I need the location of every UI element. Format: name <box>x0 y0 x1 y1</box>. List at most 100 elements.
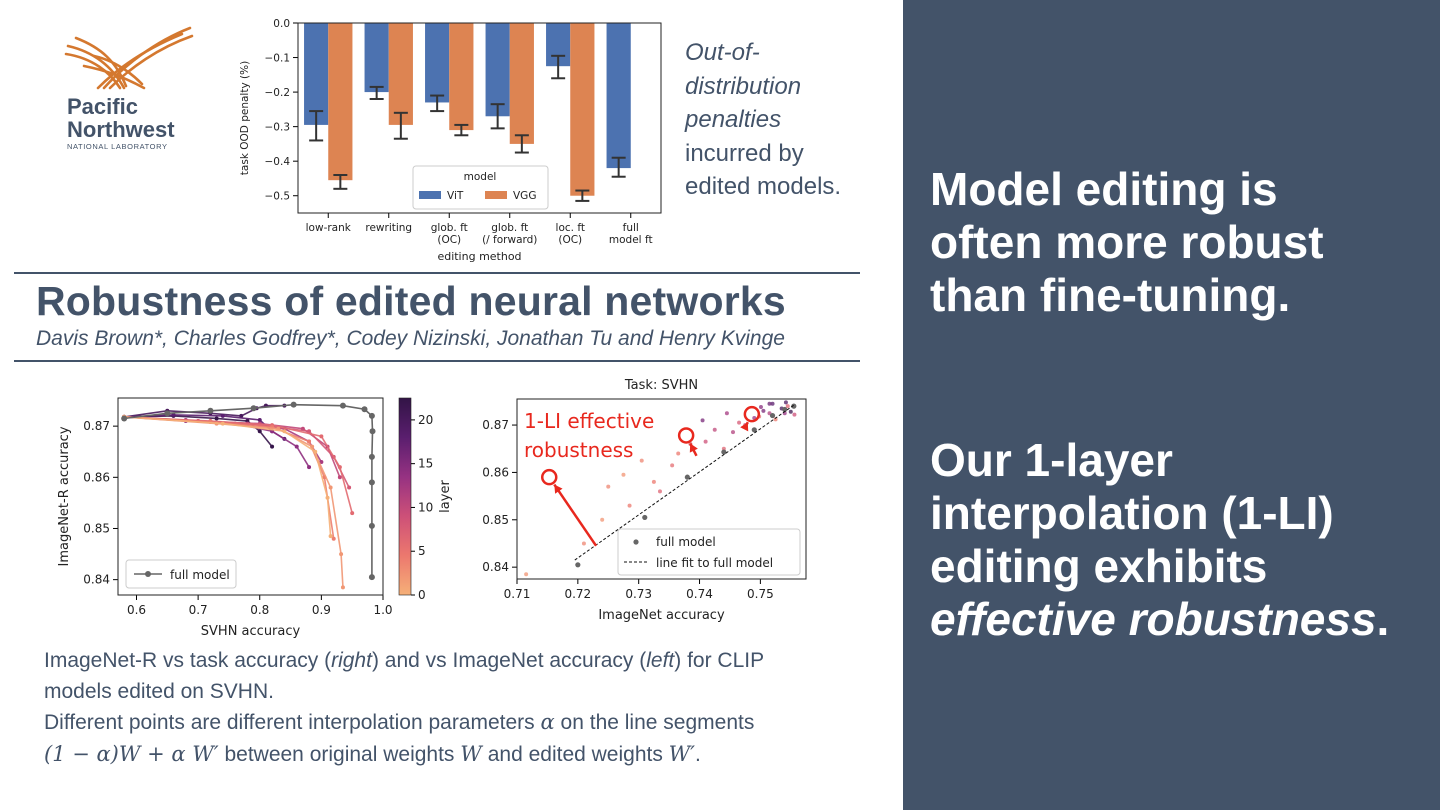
edit-point <box>307 439 312 444</box>
y-tick-label: −0.2 <box>265 87 291 99</box>
ood-caption-line-5: edited models. <box>685 173 842 200</box>
edit-point <box>524 572 529 577</box>
x-tick-label: 0.9 <box>312 603 331 617</box>
x-tick-label: 0.75 <box>747 587 774 601</box>
colorbar <box>398 397 412 596</box>
edit-point <box>313 449 318 454</box>
bar-vit <box>364 23 389 93</box>
ood-caption-line-4: incurred by <box>685 139 804 167</box>
x-tick-label: 0.8 <box>250 603 269 617</box>
bar-vit <box>606 23 631 169</box>
y-tick-label: 0.86 <box>482 465 509 479</box>
colorbar-tick-label: 5 <box>418 544 426 558</box>
edit-point <box>347 485 352 490</box>
y-tick-label: 0.86 <box>83 470 110 484</box>
full-model-point <box>368 574 375 581</box>
annotation-arrowhead <box>554 484 563 494</box>
legend-label-fit: line fit to full model <box>656 556 773 570</box>
edit-point <box>737 420 742 425</box>
bar-vit <box>304 23 329 125</box>
x-tick-label: glob. ft <box>431 222 468 234</box>
edit-point <box>657 489 662 494</box>
bar-vgg <box>328 23 353 181</box>
edit-point <box>783 400 788 405</box>
full-model-point <box>642 514 648 521</box>
edit-point <box>350 511 355 516</box>
edit-point <box>606 484 611 489</box>
edit-curve-layer-6 <box>124 416 353 514</box>
full-model-point <box>207 407 214 414</box>
x-tick-label: 0.74 <box>686 587 713 601</box>
caption-line-3: Different points are different interpola… <box>44 710 755 734</box>
full-model-point <box>575 562 581 568</box>
full-model-point <box>684 474 690 480</box>
x-tick-label: 0.72 <box>564 587 591 601</box>
y-axis-label: ImageNet-R accuracy <box>57 426 72 566</box>
bar-vit <box>425 23 450 103</box>
full-model-point <box>164 410 171 417</box>
full-model-point <box>368 453 375 460</box>
logo-line1: Pacific <box>67 94 138 119</box>
edit-point <box>310 444 315 449</box>
legend-label: full model <box>170 568 230 582</box>
y-tick-label: 0.84 <box>482 560 509 574</box>
edit-point <box>676 451 681 456</box>
edit-point <box>773 417 778 422</box>
edit-point <box>639 458 644 463</box>
edit-point <box>651 479 656 484</box>
edit-point <box>761 408 766 413</box>
edit-point <box>788 409 793 414</box>
title-top-rule <box>14 272 860 274</box>
headline-1: Model editing is often more robust than … <box>930 163 1324 321</box>
edit-point <box>220 421 225 426</box>
edit-point <box>703 439 708 444</box>
right-panel: Model editing is often more robust than … <box>903 0 1440 810</box>
edit-point <box>307 429 312 434</box>
colorbar-tick-label: 0 <box>418 588 426 602</box>
figure-caption: ImageNet-R vs task accuracy (right) and … <box>44 646 764 770</box>
full-model-point <box>369 428 376 435</box>
edit-point <box>214 416 219 421</box>
full-model-point <box>769 412 776 419</box>
edit-point <box>627 503 632 508</box>
annotation-arrowhead <box>689 443 698 453</box>
edit-point <box>220 413 225 418</box>
plot-frame <box>117 397 384 596</box>
edit-point <box>700 418 705 423</box>
edit-point <box>325 495 330 500</box>
y-tick-label: 0.84 <box>83 573 110 587</box>
legend-box <box>412 165 549 210</box>
full-model-point <box>791 403 797 409</box>
annotation-arrowhead <box>740 422 749 432</box>
title-bottom-rule <box>14 360 860 362</box>
edit-point <box>337 465 342 470</box>
edit-point <box>328 534 333 539</box>
edit-point <box>328 485 333 490</box>
colorbar-tick-label: 15 <box>418 457 433 471</box>
edit-point <box>171 412 176 417</box>
bar-vgg <box>388 23 413 125</box>
full-model-point <box>121 415 128 422</box>
ood-caption-italic-2: distribution <box>685 72 802 100</box>
legend-marker <box>145 571 151 577</box>
highlight-circle <box>677 427 695 444</box>
page-title: Robustness of edited neural networks <box>36 278 786 324</box>
ood-penalty-bar-chart: 0.0 −0.1 −0.2 −0.3 −0.4 −0.5 low-rank rewriting… <box>239 18 662 263</box>
logo-line3: NATIONAL LABORATORY <box>67 142 168 151</box>
edit-point <box>712 427 717 432</box>
y-tick-label: 0.85 <box>482 513 509 527</box>
x-tick-label: (OC) <box>437 234 461 246</box>
y-tick-label: −0.4 <box>265 156 291 168</box>
legend-title: model <box>464 171 497 183</box>
edit-point <box>257 429 262 434</box>
y-tick-label: 0.87 <box>482 418 509 432</box>
x-tick-label: 0.73 <box>625 587 652 601</box>
x-tick-label: 1.0 <box>373 603 392 617</box>
edit-point <box>600 517 605 522</box>
x-tick-label: (OC) <box>558 234 582 246</box>
legend-label-full-model: full model <box>656 535 716 549</box>
plot-frame <box>297 22 662 214</box>
full-model-point <box>751 427 757 433</box>
logo-line2: Northwest <box>67 117 175 142</box>
full-model-point <box>339 402 346 409</box>
